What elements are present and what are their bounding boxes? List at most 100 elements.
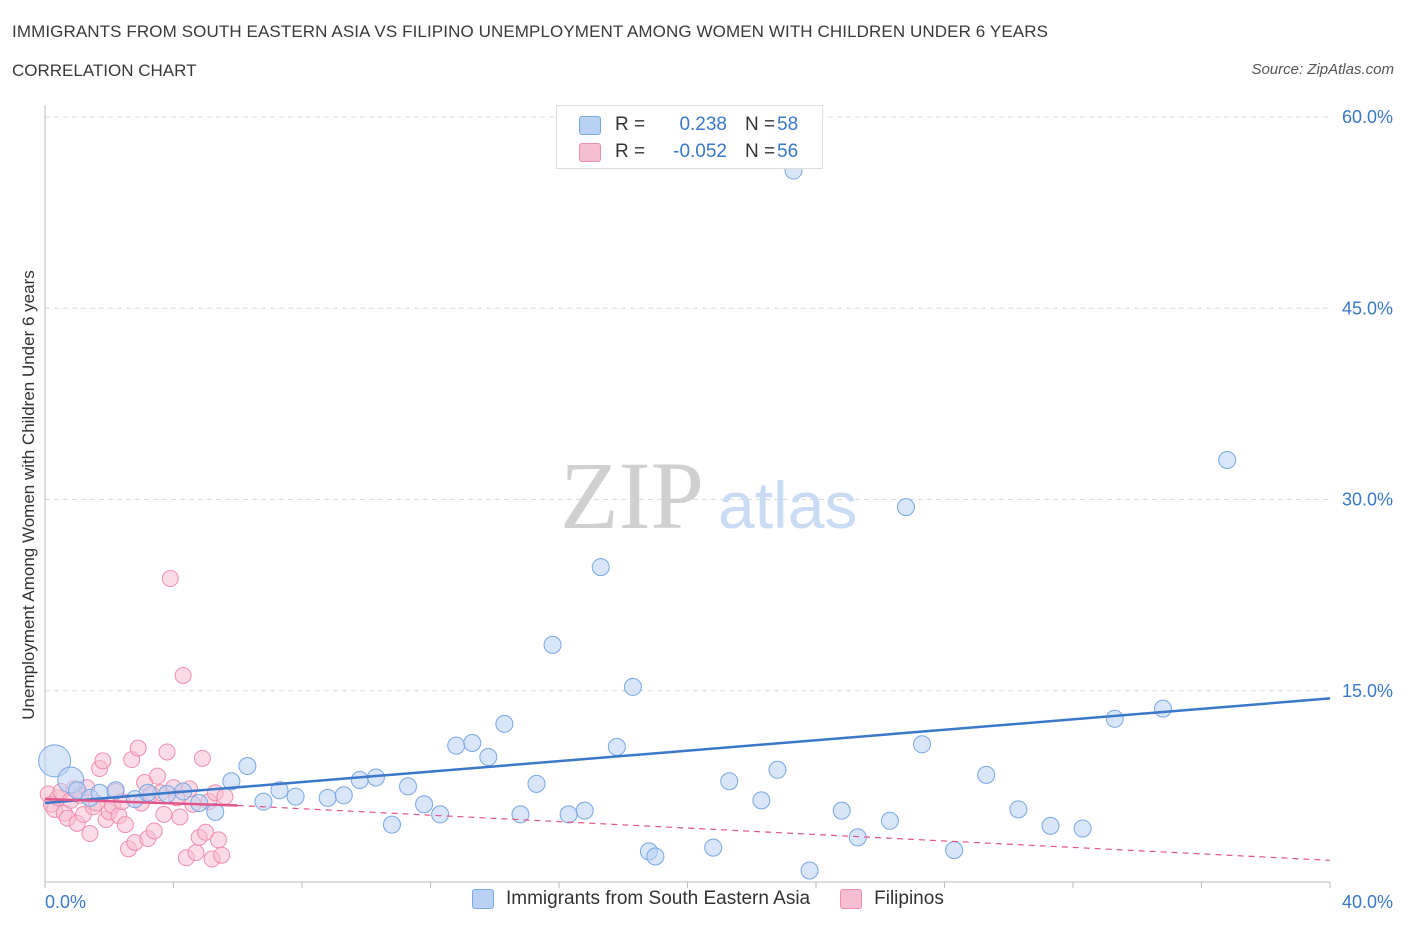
legend-n-value: 56	[777, 141, 799, 162]
data-point-filipinos	[161, 570, 179, 588]
data-point-filipinos	[116, 816, 134, 834]
legend-r-value: 0.238	[679, 114, 727, 135]
watermark-atlas: atlas	[718, 468, 857, 542]
data-point-sea	[479, 748, 498, 767]
chart-subtitle: CORRELATION CHART	[12, 61, 197, 80]
data-point-sea	[463, 734, 482, 753]
data-point-filipinos	[81, 825, 99, 843]
data-point-sea	[848, 828, 867, 847]
correlation-legend: R = 0.238 N = 58 R = -0.052 N = 56	[556, 105, 823, 169]
data-point-sea	[399, 777, 418, 796]
legend-label-sea: Immigrants from South Eastern Asia	[506, 888, 811, 909]
legend-n-label: N =	[745, 141, 776, 162]
data-point-sea	[447, 736, 466, 755]
data-point-sea	[238, 756, 257, 775]
data-point-filipinos	[174, 666, 192, 684]
y-tick-label: 60.0%	[1342, 107, 1393, 127]
data-point-sea	[206, 802, 225, 821]
data-point-filipinos	[187, 844, 205, 862]
data-point-sea	[1105, 709, 1124, 728]
data-point-sea	[913, 735, 932, 754]
source-label: Source: ZipAtlas.com	[1251, 61, 1394, 78]
data-point-sea	[318, 788, 337, 807]
legend-n-value: 58	[777, 114, 799, 135]
data-point-sea	[415, 795, 434, 814]
legend-swatch-pink	[579, 142, 601, 162]
data-point-sea	[607, 737, 626, 756]
x-tick-label: 40.0%	[1342, 892, 1393, 912]
legend-r-label: R =	[615, 114, 646, 135]
data-point-filipinos	[193, 749, 211, 767]
data-point-filipinos	[209, 831, 227, 849]
series-legend: Immigrants from South Eastern Asia Filip…	[472, 888, 974, 910]
y-axis-label: Unemployment Among Women with Children U…	[19, 270, 38, 719]
data-point-sea	[752, 791, 771, 810]
legend-row-sea: R = 0.238 N = 58	[579, 113, 798, 137]
data-point-sea	[254, 792, 273, 811]
data-point-sea	[896, 498, 915, 517]
data-point-sea	[138, 783, 157, 802]
data-point-filipinos	[197, 823, 215, 841]
data-point-filipinos	[129, 739, 147, 757]
data-point-sea	[350, 771, 369, 789]
data-point-sea	[768, 760, 787, 779]
data-point-sea	[720, 772, 739, 791]
legend-swatch-pink	[840, 889, 863, 909]
legend-swatch-blue	[579, 115, 601, 135]
data-point-sea	[945, 841, 964, 860]
data-point-filipinos	[158, 743, 176, 761]
grid-lines	[45, 116, 1330, 692]
tick-labels: 15.0% 30.0% 45.0% 60.0% 0.0% 40.0%	[45, 107, 1393, 912]
legend-swatch-blue	[472, 889, 494, 909]
data-point-sea	[286, 787, 305, 806]
watermark-zip: ZIP	[560, 442, 704, 549]
data-point-sea	[1009, 800, 1028, 819]
data-point-sea	[1218, 450, 1237, 469]
data-point-sea	[334, 786, 353, 805]
trend-lines	[44, 697, 1331, 861]
legend-item-filipinos: Filipinos	[840, 888, 944, 910]
data-point-filipinos	[148, 767, 166, 785]
data-point-sea	[382, 815, 401, 834]
data-point-filipinos	[171, 808, 189, 826]
data-point-sea	[106, 781, 125, 800]
series-filipinos-points	[39, 570, 234, 868]
data-point-sea	[623, 677, 642, 696]
data-point-sea	[800, 861, 819, 880]
data-point-sea	[222, 772, 241, 791]
data-point-sea	[527, 774, 546, 793]
trend-line-filipinos	[44, 797, 238, 807]
data-point-sea	[270, 781, 289, 800]
legend-n-label: N =	[745, 114, 776, 135]
data-point-sea	[431, 805, 450, 824]
data-point-filipinos	[213, 846, 231, 864]
data-point-sea	[977, 765, 996, 784]
data-point-sea	[591, 558, 610, 577]
data-point-filipinos	[216, 788, 234, 806]
data-point-sea	[543, 635, 562, 654]
data-point-sea	[575, 801, 594, 820]
data-point-sea	[38, 744, 72, 778]
trend-line-filipinos-extended	[237, 804, 1331, 861]
legend-item-sea: Immigrants from South Eastern Asia	[472, 888, 810, 910]
data-point-sea	[1153, 699, 1172, 718]
data-point-sea	[704, 838, 723, 857]
x-tick-label: 0.0%	[45, 892, 86, 912]
y-tick-label: 45.0%	[1342, 298, 1393, 318]
legend-row-filipinos: R = -0.052 N = 56	[579, 140, 798, 164]
data-point-sea	[832, 801, 851, 820]
data-point-sea	[559, 805, 578, 824]
data-point-filipinos	[145, 822, 163, 840]
data-point-filipinos	[155, 805, 173, 823]
legend-label-filipinos: Filipinos	[874, 888, 944, 909]
data-point-sea	[495, 714, 514, 733]
y-tick-label: 30.0%	[1342, 490, 1393, 510]
data-point-sea	[511, 805, 530, 824]
data-point-sea	[880, 811, 899, 830]
data-point-sea	[1073, 819, 1092, 838]
data-point-sea	[1041, 816, 1060, 835]
data-point-filipinos	[94, 752, 112, 770]
legend-r-value: -0.052	[673, 141, 727, 162]
y-tick-label: 15.0%	[1342, 681, 1393, 701]
